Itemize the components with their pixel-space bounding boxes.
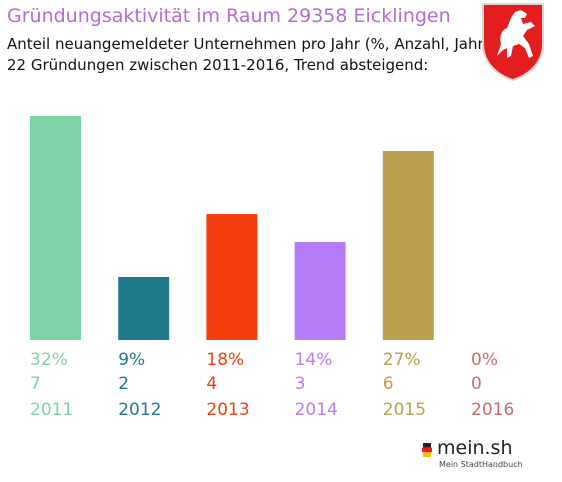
year-label-2014: 2014 — [295, 400, 338, 420]
percent-label-2016: 0% — [471, 350, 498, 370]
bar-2014 — [294, 242, 346, 340]
logo-tagline: Mein StadtHandbuch — [439, 460, 523, 469]
bar-2012 — [118, 277, 170, 340]
chart-title: Gründungsaktivität im Raum 29358 Eicklin… — [7, 5, 451, 27]
chart-subtitle-1: Anteil neuangemeldeter Unternehmen pro J… — [7, 35, 490, 53]
chart-subtitle-2: 22 Gründungen zwischen 2011-2016, Trend … — [7, 56, 429, 74]
count-label-2016: 0 — [471, 374, 482, 394]
year-label-2015: 2015 — [383, 400, 426, 420]
bar-2015 — [382, 151, 434, 340]
year-label-2016: 2016 — [471, 400, 514, 420]
lower-saxony-horse-crest-icon — [482, 3, 544, 82]
bar-2011 — [30, 116, 81, 340]
percent-label-2015: 27% — [383, 350, 421, 370]
count-label-2014: 3 — [295, 374, 306, 394]
mein-sh-logo — [414, 436, 524, 478]
year-label-2012: 2012 — [118, 400, 161, 420]
year-label-2011: 2011 — [30, 400, 73, 420]
bar-2013 — [206, 214, 258, 340]
count-label-2015: 6 — [383, 374, 394, 394]
percent-label-2012: 9% — [118, 350, 145, 370]
percent-label-2011: 32% — [30, 350, 68, 370]
germany-map-icon — [422, 443, 432, 457]
percent-label-2013: 18% — [206, 350, 244, 370]
logo-name: mein.sh — [437, 437, 513, 459]
percent-label-2014: 14% — [295, 350, 333, 370]
count-label-2011: 7 — [30, 374, 41, 394]
count-label-2012: 2 — [118, 374, 129, 394]
count-label-2013: 4 — [206, 374, 217, 394]
year-label-2013: 2013 — [206, 400, 249, 420]
